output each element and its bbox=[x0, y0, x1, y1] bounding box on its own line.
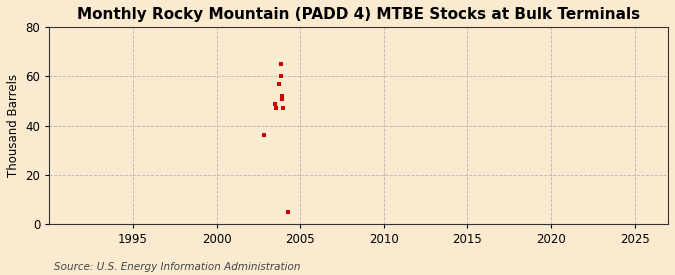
Point bbox=[275, 62, 286, 66]
Title: Monthly Rocky Mountain (PADD 4) MTBE Stocks at Bulk Terminals: Monthly Rocky Mountain (PADD 4) MTBE Sto… bbox=[77, 7, 641, 22]
Point bbox=[270, 101, 281, 106]
Point bbox=[277, 97, 288, 101]
Point bbox=[282, 210, 293, 214]
Point bbox=[274, 82, 285, 86]
Text: Source: U.S. Energy Information Administration: Source: U.S. Energy Information Administ… bbox=[54, 262, 300, 272]
Point bbox=[278, 106, 289, 111]
Point bbox=[271, 106, 282, 111]
Point bbox=[277, 94, 288, 98]
Point bbox=[259, 133, 269, 138]
Point bbox=[275, 74, 286, 79]
Y-axis label: Thousand Barrels: Thousand Barrels bbox=[7, 74, 20, 177]
